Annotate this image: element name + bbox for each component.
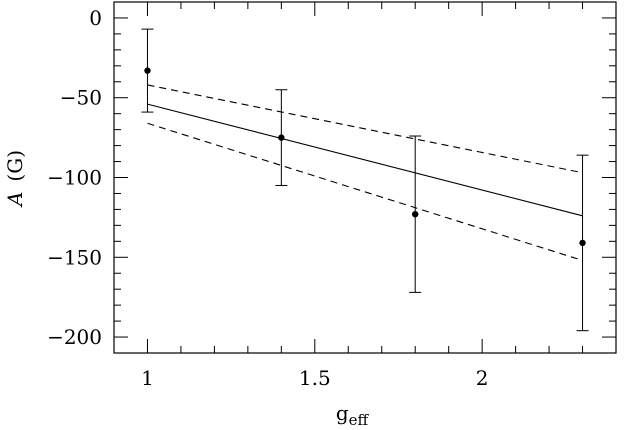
y-axis-label-unit: (G) xyxy=(3,150,27,182)
error-bars xyxy=(141,28,589,332)
y-tick-label: 0 xyxy=(89,6,102,30)
x-tick-label: 1 xyxy=(141,366,154,390)
y-tick-label: −50 xyxy=(60,86,102,110)
y-tick-label: −150 xyxy=(47,245,102,269)
fit-lower-bound xyxy=(147,122,583,261)
y-axis-label: A (G) xyxy=(3,150,27,208)
y-axis-label-symbol: A xyxy=(3,192,27,208)
data-point xyxy=(579,239,586,247)
data-point xyxy=(278,134,285,141)
x-axis-label: geff xyxy=(336,401,370,429)
plot-frame xyxy=(113,1,617,354)
y-tick-label: −100 xyxy=(47,166,102,190)
fit-line xyxy=(147,103,583,217)
y-tick-label: −200 xyxy=(47,325,102,349)
fit-lines xyxy=(147,84,583,261)
tick-labels: 1 1.5 2 0 −50 −100 −150 −200 xyxy=(47,6,488,390)
axis-ticks xyxy=(113,1,617,354)
data-point xyxy=(144,67,151,74)
x-axis-label-main: g xyxy=(336,401,349,425)
data-points xyxy=(144,67,586,247)
data-point xyxy=(412,210,419,218)
fit-upper-bound xyxy=(147,84,583,174)
x-axis-label-subscript: eff xyxy=(349,411,370,429)
x-tick-label: 1.5 xyxy=(299,366,331,390)
x-tick-label: 2 xyxy=(476,366,489,390)
